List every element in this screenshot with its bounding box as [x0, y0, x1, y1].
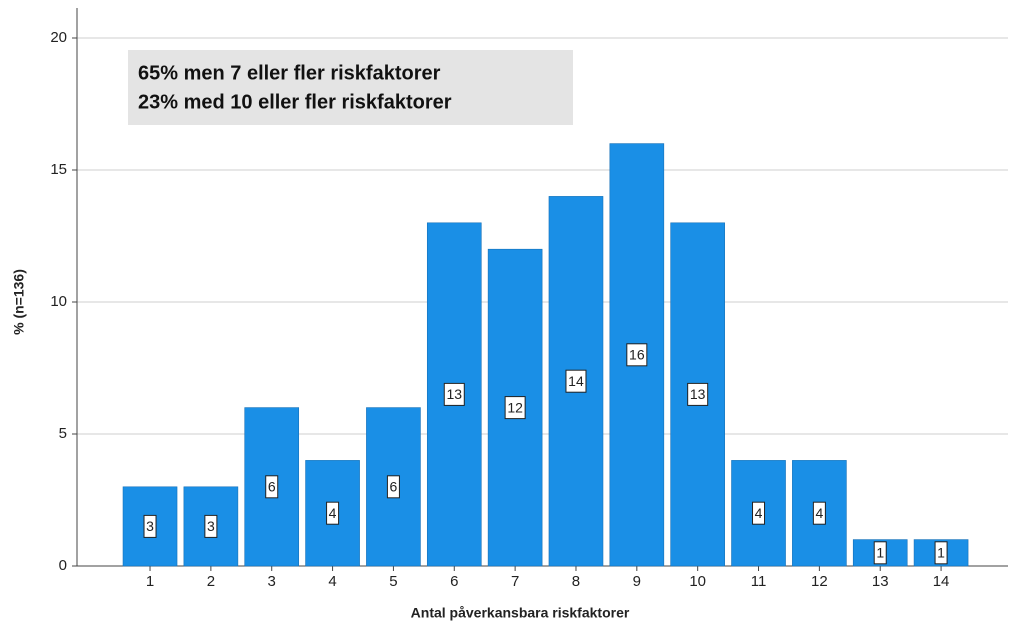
y-tick-label: 10 — [50, 293, 67, 310]
value-label: 4 — [755, 505, 763, 521]
x-tick-label: 13 — [872, 573, 889, 590]
x-tick-label: 5 — [389, 573, 397, 590]
value-label: 1 — [876, 545, 884, 561]
value-label-box — [265, 475, 279, 499]
value-label-box — [565, 369, 587, 393]
value-label: 6 — [268, 479, 276, 495]
value-label: 4 — [815, 505, 823, 521]
x-tick-label: 7 — [511, 573, 519, 590]
value-label: 1 — [937, 545, 945, 561]
value-label: 16 — [629, 347, 645, 363]
value-label-box — [752, 501, 766, 525]
x-tick-label: 2 — [207, 573, 215, 590]
value-label: 4 — [329, 505, 337, 521]
x-tick-label: 4 — [328, 573, 336, 590]
value-label-box — [812, 501, 826, 525]
value-label: 13 — [446, 386, 462, 402]
x-tick-label: 11 — [751, 573, 767, 590]
value-label: 3 — [146, 518, 154, 534]
x-axis-label: Antal påverkansbara riskfaktorer — [411, 605, 630, 621]
value-label-box — [386, 475, 400, 499]
value-label-box — [143, 514, 157, 538]
value-label-box — [326, 501, 340, 525]
x-tick-label: 10 — [689, 573, 706, 590]
value-label-box — [443, 382, 465, 406]
y-tick-label: 0 — [59, 557, 67, 574]
value-label-box — [204, 514, 218, 538]
y-tick-label: 20 — [50, 29, 67, 46]
value-label: 14 — [568, 373, 584, 389]
annotation: 65% men 7 eller fler riskfaktorer — [138, 62, 441, 84]
value-label-box — [504, 396, 526, 420]
y-tick-label: 15 — [50, 161, 67, 178]
x-tick-label: 14 — [933, 573, 950, 590]
x-tick-label: 6 — [450, 573, 458, 590]
x-tick-label: 8 — [572, 573, 580, 590]
x-tick-label: 1 — [146, 573, 154, 590]
value-label-box — [687, 382, 709, 406]
value-label: 13 — [690, 386, 706, 402]
y-axis-label: % (n=136) — [11, 269, 27, 335]
value-label: 6 — [390, 479, 398, 495]
value-label-box — [873, 541, 887, 565]
value-label-box — [934, 541, 948, 565]
x-tick-label: 12 — [811, 573, 828, 590]
y-tick-label: 5 — [59, 425, 67, 442]
annotation: 23% med 10 eller fler riskfaktorer — [138, 91, 452, 113]
x-tick-label: 3 — [268, 573, 276, 590]
x-tick-label: 9 — [633, 573, 641, 590]
annotation-box — [128, 50, 573, 125]
value-label: 12 — [507, 399, 523, 415]
value-label: 3 — [207, 518, 215, 534]
value-label-box — [626, 343, 648, 367]
